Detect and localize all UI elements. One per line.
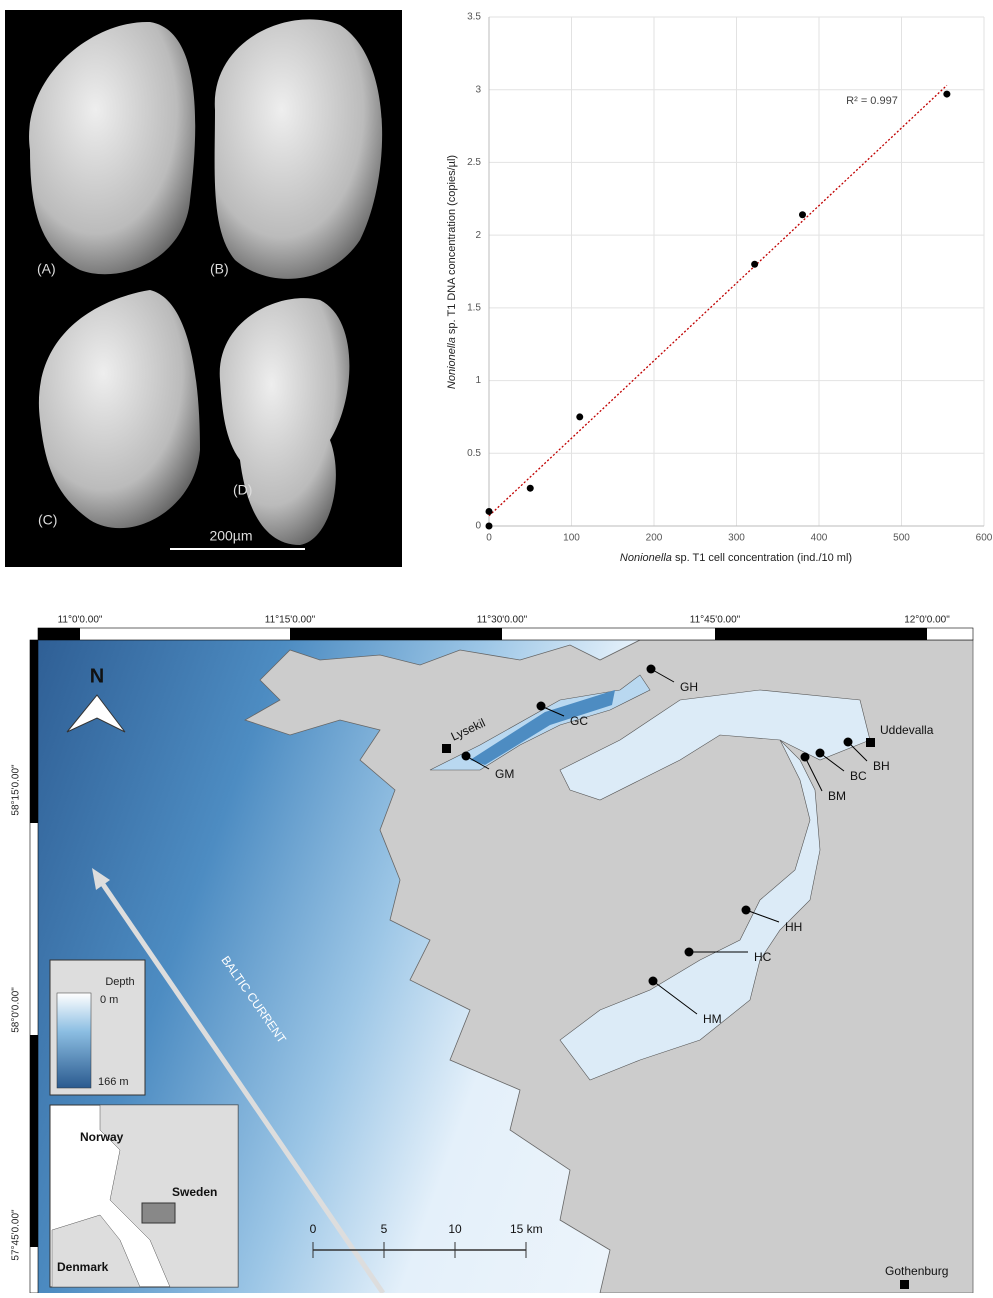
longitude-label: 11°30'0.00" (477, 615, 528, 626)
latitude-label: 58°0'0.00" (11, 987, 22, 1033)
scale-label: 15 km (510, 1222, 543, 1236)
frame-segment (715, 628, 927, 640)
data-point (576, 413, 583, 420)
legend-title: Depth (105, 976, 134, 988)
station-marker (816, 749, 825, 758)
y-tick-label: 0 (475, 521, 481, 532)
map: 11°0'0.00" 11°15'0.00" 11°30'0.00" 11°45… (11, 615, 973, 1293)
legend-bottom: 166 m (98, 1076, 129, 1088)
y-tick-label: 1.5 (467, 302, 481, 313)
sem-label: (C) (38, 512, 57, 528)
station-marker (649, 977, 658, 986)
north-label: N (90, 665, 104, 687)
sem-label: (A) (37, 261, 56, 277)
data-point (527, 485, 534, 492)
trendline (489, 85, 947, 515)
depth-ramp (57, 993, 91, 1088)
data-point (799, 211, 806, 218)
longitude-label: 12°0'0.00" (904, 615, 950, 626)
station-label: GC (570, 714, 588, 728)
data-point (751, 261, 758, 268)
x-tick-label: 300 (728, 533, 745, 544)
station-label: BM (828, 789, 846, 803)
station-marker (685, 948, 694, 957)
latitude-label: 58°15'0.00" (11, 764, 22, 816)
y-tick-label: 3 (475, 84, 481, 95)
x-tick-label: 500 (893, 533, 910, 544)
data-point (486, 523, 493, 530)
station-marker (742, 906, 751, 915)
station-label: GM (495, 767, 514, 781)
scatter-chart: Nonionella sp. T1 cell concentration (in… (446, 12, 993, 564)
town-marker (866, 738, 875, 747)
scale-label: 200µm (209, 528, 252, 544)
scale-label: 0 (310, 1222, 317, 1236)
station-label: BC (850, 769, 867, 783)
y-tick-label: 1 (475, 375, 481, 386)
scale-label: 5 (381, 1222, 388, 1236)
frame-segment (290, 628, 502, 640)
y-axis-label: Nonionella sp. T1 DNA concentration (cop… (446, 155, 458, 389)
x-tick-label: 0 (486, 533, 492, 544)
frame-segment (30, 1035, 38, 1247)
y-tick-label: 0.5 (467, 448, 481, 459)
y-tick-label: 2.5 (467, 157, 481, 168)
y-tick-label: 2 (475, 230, 481, 241)
station-label: GH (680, 680, 698, 694)
longitude-label: 11°45'0.00" (690, 615, 741, 626)
station-label: BH (873, 759, 890, 773)
town-label: Gothenburg (885, 1264, 948, 1278)
x-label-italic: Nonionella (620, 552, 672, 564)
x-label-text: sp. T1 cell concentration (ind./10 ml) (675, 552, 852, 564)
station-marker (844, 738, 853, 747)
frame-segment (38, 628, 80, 640)
shell-b (215, 19, 383, 278)
sem-panel: (A) (B) (C) (D) 200µm (5, 10, 402, 567)
frame-segment (30, 640, 38, 823)
station-marker (801, 753, 810, 762)
inset-study-area (142, 1203, 175, 1223)
longitude-label: 11°0'0.00" (58, 615, 103, 626)
y-label-text: sp. T1 DNA concentration (copies/µl) (446, 155, 458, 334)
longitude-label: 11°15'0.00" (265, 615, 316, 626)
x-tick-label: 600 (976, 533, 993, 544)
station-marker (462, 752, 471, 761)
x-tick-label: 200 (646, 533, 663, 544)
sem-label: (D) (233, 482, 252, 498)
data-point (486, 508, 493, 515)
town-marker (900, 1280, 909, 1289)
figure: (A) (B) (C) (D) 200µm Nonionella sp. T1 … (0, 0, 993, 1293)
inset-label: Denmark (57, 1260, 109, 1274)
station-marker (537, 702, 546, 711)
data-point (943, 91, 950, 98)
station-label: HM (703, 1012, 722, 1026)
x-axis-label: Nonionella sp. T1 cell concentration (in… (620, 552, 852, 564)
inset-label: Norway (80, 1130, 124, 1144)
station-label: HC (754, 950, 772, 964)
y-label-italic: Nonionella (446, 337, 458, 389)
station-marker (647, 665, 656, 674)
x-tick-label: 100 (563, 533, 580, 544)
inset-label: Sweden (172, 1185, 217, 1199)
y-tick-label: 3.5 (467, 12, 481, 23)
r-squared: R² = 0.997 (846, 95, 898, 107)
scale-label: 10 (448, 1222, 462, 1236)
town-marker (442, 744, 451, 753)
x-tick-label: 400 (811, 533, 828, 544)
town-label: Uddevalla (880, 723, 934, 737)
sem-label: (B) (210, 261, 229, 277)
page: {"sem_panel": {"labels": ["(A)", "(B)", … (0, 0, 993, 1293)
station-label: HH (785, 920, 802, 934)
latitude-label: 57°45'0.00" (11, 1209, 22, 1261)
legend-top: 0 m (100, 994, 118, 1006)
